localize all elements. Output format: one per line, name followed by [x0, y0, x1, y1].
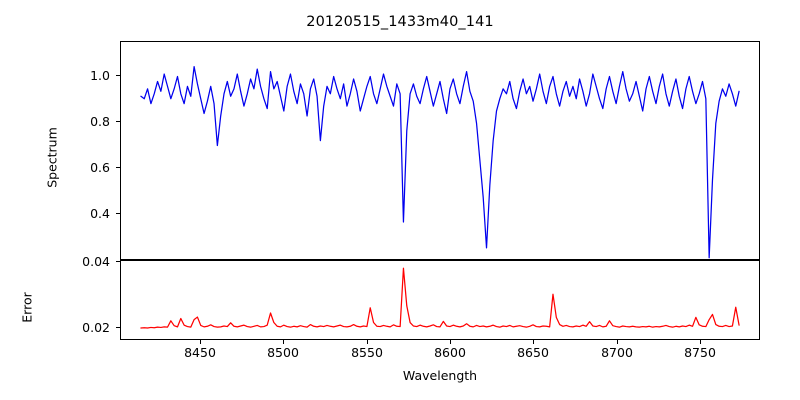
ytick-mark-error-0.02	[116, 327, 120, 329]
error-axis-label: Error	[19, 292, 35, 323]
xtick-label-8500: 8500	[267, 345, 299, 360]
error-plot-area	[140, 267, 740, 329]
xtick-mark-8500	[283, 340, 285, 344]
xtick-label-8700: 8700	[601, 345, 633, 360]
spectrum-plot-area	[140, 66, 740, 259]
ytick-mark-error-0.04	[116, 261, 120, 263]
xtick-mark-8750	[700, 340, 702, 344]
xtick-mark-8700	[617, 340, 619, 344]
error-panel	[120, 260, 760, 340]
xtick-mark-8550	[367, 340, 369, 344]
page-title: 20120515_1433m40_141	[306, 14, 494, 30]
spectrum-ytick-0.4: 0.4	[90, 206, 110, 221]
spectrum-ytick-0.8: 0.8	[90, 114, 110, 129]
error-ytick-0.02: 0.02	[82, 320, 110, 335]
ytick-mark-spectrum-0.4	[116, 213, 120, 215]
xtick-mark-8650	[533, 340, 535, 344]
xtick-label-8550: 8550	[351, 345, 383, 360]
error-line	[140, 267, 740, 329]
x-axis-label: Wavelength	[402, 368, 478, 383]
xtick-label-8450: 8450	[184, 345, 216, 360]
ytick-mark-spectrum-0.8	[116, 121, 120, 123]
xtick-mark-8450	[200, 340, 202, 344]
spectrum-ytick-0.6: 0.6	[90, 160, 110, 175]
spectrum-axis-label: Spectrum	[44, 127, 60, 188]
spectrum-ytick-1.0: 1.0	[90, 68, 110, 83]
spectrum-line	[140, 66, 740, 259]
spectrum-panel	[120, 41, 760, 260]
xtick-label-8650: 8650	[517, 345, 549, 360]
error-ytick-0.04: 0.04	[82, 254, 110, 269]
xtick-label-8600: 8600	[434, 345, 466, 360]
xtick-label-8750: 8750	[684, 345, 716, 360]
xtick-mark-8600	[450, 340, 452, 344]
ytick-mark-spectrum-1.0	[116, 75, 120, 77]
ytick-mark-spectrum-0.6	[116, 167, 120, 169]
